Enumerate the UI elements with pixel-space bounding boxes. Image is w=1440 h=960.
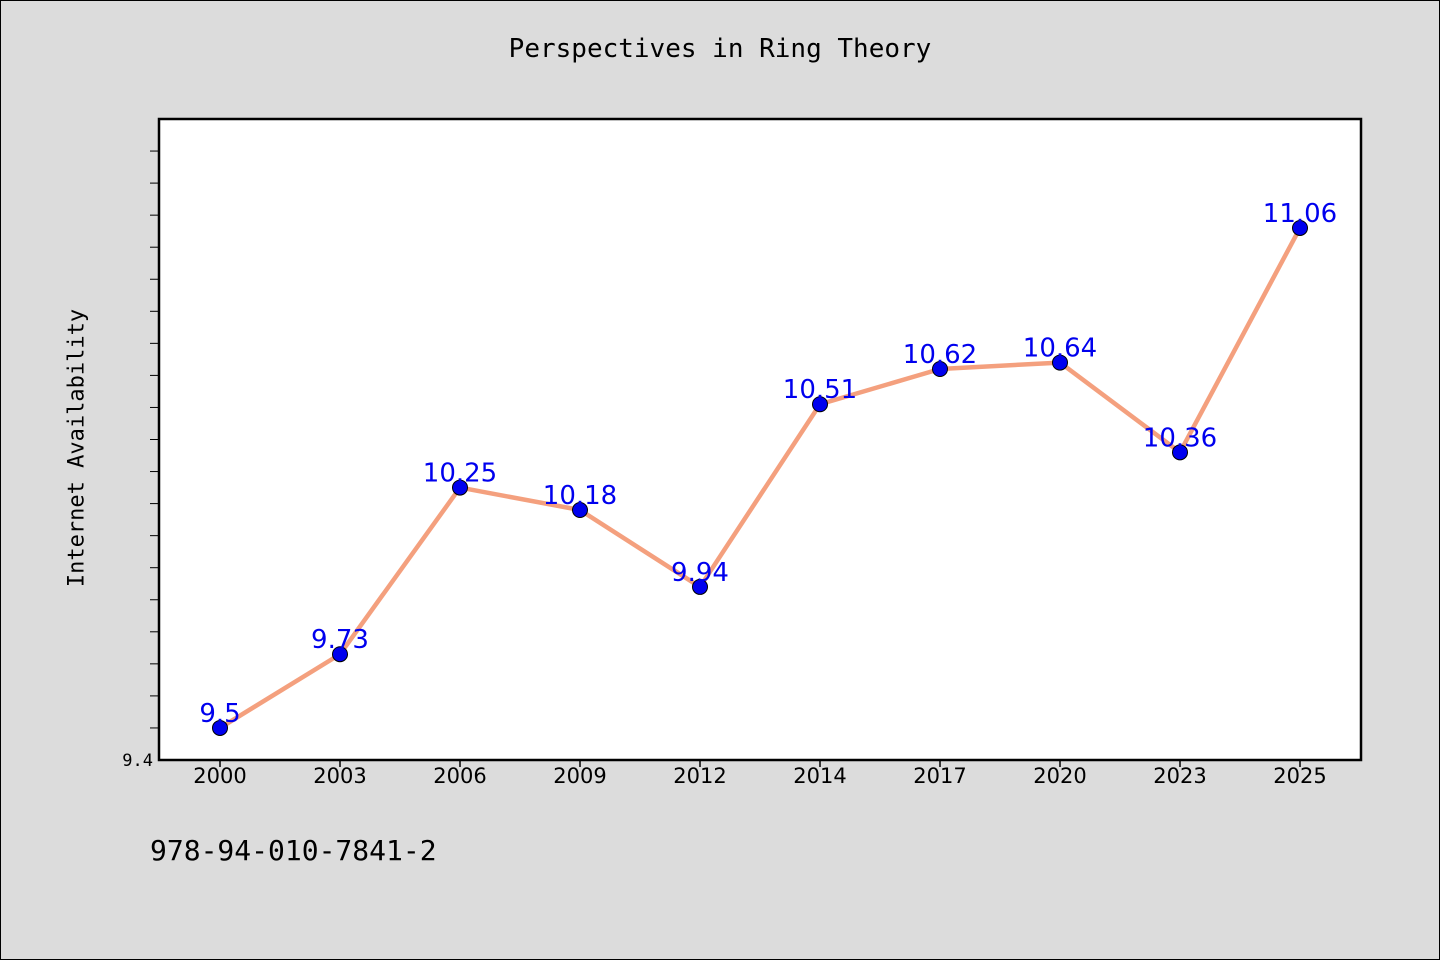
x-tick-label: 2014 <box>793 764 846 788</box>
isbn-text: 978-94-010-7841-2 <box>150 834 437 867</box>
data-label: 10.62 <box>903 340 977 370</box>
data-label: 9.73 <box>311 625 369 655</box>
data-label: 10.36 <box>1143 423 1217 453</box>
data-point <box>1292 219 1308 236</box>
x-tick-label: 2020 <box>1033 764 1086 788</box>
data-label: 10.64 <box>1023 334 1097 364</box>
data-point <box>692 578 708 595</box>
data-label: 10.18 <box>543 481 617 511</box>
data-point <box>1172 444 1188 461</box>
chart-title: Perspectives in Ring Theory <box>508 34 932 64</box>
x-tick-label: 2017 <box>913 764 966 788</box>
x-tick-label: 2000 <box>193 764 246 788</box>
x-tick-label: 2006 <box>433 764 486 788</box>
data-label: 10.25 <box>423 459 497 489</box>
x-tick-label: 2023 <box>1153 764 1206 788</box>
data-point <box>812 396 828 413</box>
x-tick-label: 2025 <box>1273 764 1326 788</box>
series-line <box>217 225 1303 731</box>
data-point <box>212 719 228 736</box>
x-tick-label: 2009 <box>553 764 606 788</box>
x-tick-label: 2003 <box>313 764 366 788</box>
y-tick-label: 9.4 <box>122 751 153 771</box>
data-point <box>572 502 588 519</box>
data-label: 9.5 <box>199 699 240 729</box>
data-point <box>1052 354 1068 371</box>
data-point <box>332 646 348 663</box>
x-tick-label: 2012 <box>673 764 726 788</box>
data-label: 11.06 <box>1263 199 1337 229</box>
data-point <box>932 360 948 377</box>
data-point <box>452 479 468 496</box>
data-label: 9.94 <box>671 558 729 588</box>
data-label: 10.51 <box>783 375 857 405</box>
